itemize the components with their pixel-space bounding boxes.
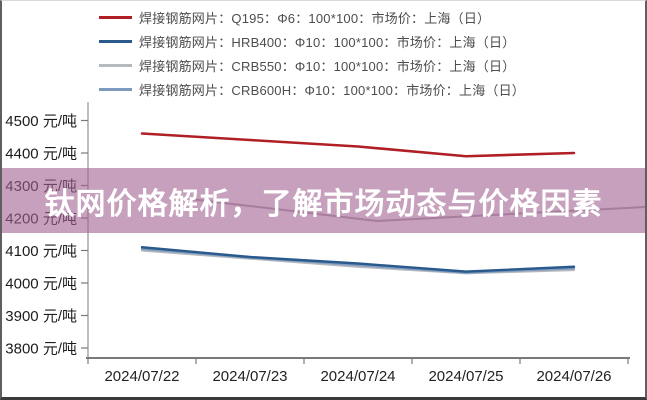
legend-item-3[interactable]: 焊接钢筋网片：CRB600H：Φ10：100*100：市场价：上海（日） — [99, 80, 525, 98]
legend-label: 焊接钢筋网片：Q195：Φ6：100*100：市场价：上海（日） — [139, 10, 491, 26]
legend-line-swatch — [99, 87, 132, 91]
chart-legend: 焊接钢筋网片：Q195：Φ6：100*100：市场价：上海（日） 焊接钢筋网片：H… — [99, 8, 525, 98]
legend-label: 焊接钢筋网片：CRB600H：Φ10：100*100：市场价：上海（日） — [139, 82, 525, 98]
legend-line-swatch — [99, 63, 132, 67]
y-tick-label: 3900 元/吨 — [5, 308, 77, 325]
title-banner: 钛网价格解析，了解市场动态与价格因素 — [0, 168, 647, 233]
x-tick-label: 2024/07/23 — [212, 368, 287, 385]
legend-item-2[interactable]: 焊接钢筋网片：CRB550：Φ10：100*100：市场价：上海（日） — [99, 56, 525, 74]
legend-label: 焊接钢筋网片：CRB550：Φ10：100*100：市场价：上海（日） — [139, 58, 516, 74]
legend-item-0[interactable]: 焊接钢筋网片：Q195：Φ6：100*100：市场价：上海（日） — [99, 8, 525, 26]
x-tick-label: 2024/07/25 — [428, 368, 503, 385]
legend-line-swatch — [99, 15, 132, 19]
y-tick-label: 4500 元/吨 — [5, 113, 77, 130]
x-tick-label: 2024/07/24 — [320, 368, 395, 385]
banner-trendline-decoration — [189, 198, 646, 223]
legend-line-swatch — [99, 39, 132, 43]
x-tick-label: 2024/07/26 — [536, 368, 611, 385]
legend-item-1[interactable]: 焊接钢筋网片：HRB400：Φ10：100*100：市场价：上海（日） — [99, 32, 525, 50]
y-tick-label: 3800 元/吨 — [5, 341, 77, 358]
y-tick-label: 4100 元/吨 — [5, 243, 77, 260]
legend-label: 焊接钢筋网片：HRB400：Φ10：100*100：市场价：上海（日） — [139, 34, 516, 50]
banner-title: 钛网价格解析，了解市场动态与价格因素 — [44, 187, 603, 221]
y-tick-label: 4000 元/吨 — [5, 276, 77, 293]
series-line-0 — [140, 132, 576, 158]
y-tick-label: 4400 元/吨 — [5, 146, 77, 163]
x-tick-label: 2024/07/22 — [104, 368, 179, 385]
series-line-1 — [140, 246, 576, 273]
